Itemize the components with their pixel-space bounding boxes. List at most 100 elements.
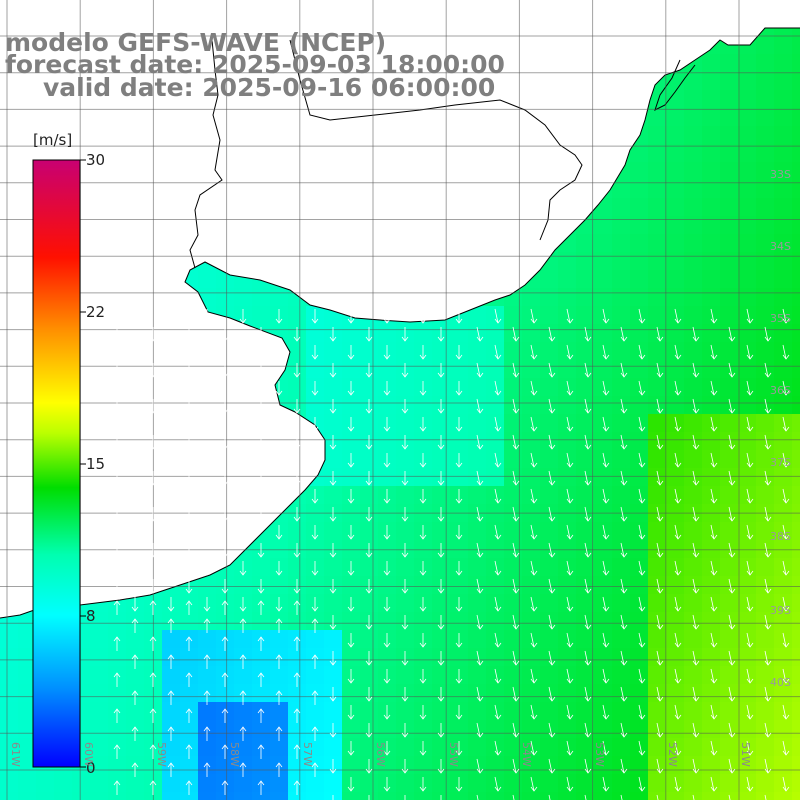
field-cell bbox=[504, 648, 522, 666]
field-cell bbox=[504, 774, 522, 792]
field-cell bbox=[414, 720, 432, 738]
field-cell bbox=[540, 612, 558, 630]
wind-arrow bbox=[764, 614, 772, 630]
wind-arrow bbox=[365, 615, 373, 630]
field-cell bbox=[0, 720, 18, 738]
field-cell bbox=[540, 468, 558, 486]
field-cell bbox=[522, 522, 540, 540]
wind-arrow bbox=[239, 525, 247, 540]
wind-arrow bbox=[113, 543, 121, 558]
wind-arrow bbox=[329, 435, 337, 450]
wind-arrow bbox=[113, 708, 121, 723]
wind-arrow bbox=[113, 744, 121, 759]
field-cell bbox=[666, 684, 684, 702]
wind-arrow bbox=[620, 398, 628, 414]
wind-arrow bbox=[347, 669, 355, 684]
field-cell bbox=[630, 468, 648, 486]
field-cell bbox=[666, 180, 684, 198]
field-cell bbox=[252, 288, 270, 306]
wind-arrow bbox=[530, 740, 538, 756]
field-cell bbox=[504, 522, 522, 540]
field-cell bbox=[594, 216, 612, 234]
field-cell bbox=[792, 180, 800, 198]
field-cell bbox=[612, 180, 630, 198]
field-cell bbox=[540, 648, 558, 666]
field-cell bbox=[612, 216, 630, 234]
wind-arrow bbox=[437, 399, 445, 414]
field-cell bbox=[558, 378, 576, 396]
wind-arrow bbox=[620, 614, 628, 630]
wind-arrow bbox=[383, 561, 391, 576]
wind-arrow bbox=[275, 345, 283, 360]
field-cell bbox=[198, 576, 216, 594]
wind-arrow bbox=[638, 704, 646, 720]
wind-arrow bbox=[692, 614, 700, 630]
field-cell bbox=[486, 684, 504, 702]
wind-arrow bbox=[383, 309, 391, 324]
field-cell bbox=[684, 576, 702, 594]
field-cell bbox=[792, 342, 800, 360]
wind-arrow bbox=[656, 470, 664, 486]
wind-arrow bbox=[275, 597, 283, 612]
field-cell bbox=[468, 378, 486, 396]
field-cell bbox=[756, 306, 774, 324]
wind-arrow bbox=[239, 597, 247, 612]
wind-arrow bbox=[347, 777, 355, 792]
field-cell bbox=[234, 792, 252, 800]
wind-arrow bbox=[494, 524, 502, 540]
wind-arrow bbox=[746, 776, 754, 792]
field-cell bbox=[234, 738, 252, 756]
field-cell bbox=[324, 414, 342, 432]
wind-arrow bbox=[311, 690, 319, 705]
wind-arrow bbox=[185, 780, 193, 795]
field-cell bbox=[504, 396, 522, 414]
field-cell bbox=[18, 792, 36, 800]
wind-arrow bbox=[584, 686, 592, 702]
longitude-label: 57W bbox=[301, 742, 314, 767]
field-cell bbox=[540, 414, 558, 432]
field-cell bbox=[702, 576, 720, 594]
field-cell bbox=[666, 558, 684, 576]
field-cell bbox=[414, 468, 432, 486]
field-cell bbox=[648, 630, 666, 648]
field-cell bbox=[468, 630, 486, 648]
field-cell bbox=[450, 720, 468, 738]
field-cell bbox=[756, 432, 774, 450]
field-cell bbox=[504, 414, 522, 432]
wind-arrow bbox=[512, 326, 520, 342]
wind-arrow bbox=[131, 654, 139, 669]
wind-arrow bbox=[494, 452, 502, 468]
wind-arrow bbox=[746, 524, 754, 540]
field-cell bbox=[522, 612, 540, 630]
wind-arrow bbox=[584, 650, 592, 666]
field-cell bbox=[774, 756, 792, 774]
field-cell bbox=[594, 342, 612, 360]
field-cell bbox=[774, 234, 792, 252]
wind-arrow bbox=[566, 416, 574, 432]
wind-arrow bbox=[293, 579, 301, 594]
field-cell bbox=[522, 450, 540, 468]
wind-arrow bbox=[620, 434, 628, 450]
wind-arrow bbox=[437, 327, 445, 342]
wind-arrow bbox=[131, 726, 139, 741]
wind-arrow bbox=[602, 524, 610, 540]
colorbar-tick-label: 15 bbox=[86, 455, 106, 473]
wind-arrow bbox=[257, 471, 265, 486]
field-cell bbox=[774, 324, 792, 342]
wind-arrow bbox=[203, 726, 211, 741]
wind-arrow bbox=[566, 488, 574, 504]
wind-arrow bbox=[131, 345, 139, 360]
field-cell bbox=[468, 396, 486, 414]
field-cell bbox=[702, 468, 720, 486]
field-cell bbox=[702, 792, 720, 800]
field-cell bbox=[792, 324, 800, 342]
wind-arrow bbox=[530, 668, 538, 684]
wind-arrow bbox=[383, 417, 391, 432]
wind-arrow bbox=[203, 381, 211, 396]
wind-arrow bbox=[530, 560, 538, 576]
wind-arrow bbox=[782, 560, 790, 576]
wind-arrow bbox=[710, 632, 718, 648]
wind-arrow bbox=[221, 636, 229, 651]
field-cell bbox=[792, 486, 800, 504]
wind-arrow bbox=[419, 597, 427, 612]
